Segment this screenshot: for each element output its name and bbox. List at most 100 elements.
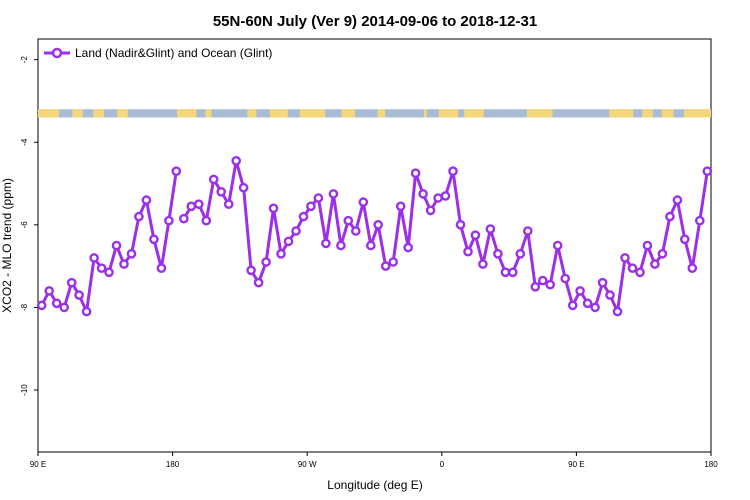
data-point xyxy=(552,240,563,251)
series-layer xyxy=(36,155,713,317)
y-tick-label: -2 xyxy=(20,56,29,64)
data-point xyxy=(665,211,675,222)
y-tick-label: -6 xyxy=(20,221,29,229)
data-point xyxy=(695,215,705,226)
data-point xyxy=(440,191,451,201)
data-point xyxy=(575,286,585,296)
data-point xyxy=(650,259,660,269)
y-tick-label: -4 xyxy=(20,138,29,146)
x-tick-label: 0 xyxy=(440,460,445,469)
data-point xyxy=(96,263,107,274)
land-segment xyxy=(72,109,83,118)
land-segment xyxy=(423,109,427,118)
data-point xyxy=(306,201,316,212)
legend-marker-swatch xyxy=(51,47,63,59)
data-point xyxy=(455,219,466,230)
data-point xyxy=(328,189,339,199)
land-segment xyxy=(117,109,128,118)
data-point xyxy=(395,201,406,212)
data-point xyxy=(350,226,361,236)
data-point xyxy=(493,248,503,259)
x-tick-label: 90 W xyxy=(298,460,317,469)
data-point xyxy=(59,302,69,313)
y-tick-label: -8 xyxy=(20,303,29,311)
data-point xyxy=(590,302,600,313)
data-point xyxy=(530,281,541,292)
data-point xyxy=(478,259,488,269)
data-point xyxy=(134,211,144,222)
data-point xyxy=(313,193,324,203)
data-point xyxy=(582,298,593,309)
y-axis: -2 -4 -6 -8 -10 xyxy=(20,56,38,396)
data-point xyxy=(418,189,428,199)
data-point xyxy=(410,168,421,178)
data-point xyxy=(642,240,653,251)
data-point xyxy=(605,290,615,300)
x-tick-label: 180 xyxy=(166,460,180,469)
chart-title: 55N-60N July (Ver 9) 2014-09-06 to 2018-… xyxy=(213,13,537,30)
data-point xyxy=(485,224,496,234)
y-tick-label: -10 xyxy=(20,384,29,396)
land-segment xyxy=(438,109,459,118)
data-point xyxy=(156,263,167,274)
data-point xyxy=(470,230,481,240)
ocean-band xyxy=(38,109,711,118)
land-segment xyxy=(299,109,326,118)
data-point xyxy=(515,248,526,259)
data-point xyxy=(231,155,241,166)
data-point xyxy=(81,306,92,317)
data-point xyxy=(201,215,212,226)
land-segment xyxy=(93,109,104,118)
data-point xyxy=(597,277,608,288)
x-axis: 90 E 180 90 W 0 90 E 180 xyxy=(30,452,718,469)
data-point xyxy=(388,257,399,267)
land-segment xyxy=(38,109,59,118)
data-point xyxy=(74,290,84,300)
data-point xyxy=(89,253,99,263)
data-point xyxy=(276,248,286,259)
data-point xyxy=(36,300,47,311)
y-axis-label: XCO2 - MLO trend (ppm) xyxy=(0,178,14,313)
x-tick-label: 90 E xyxy=(568,460,584,469)
data-point xyxy=(365,240,376,251)
data-point xyxy=(612,306,623,317)
data-point xyxy=(321,238,331,249)
data-point xyxy=(560,273,571,284)
legend: Land (Nadir&Glint) and Ocean (Glint) xyxy=(44,46,272,60)
data-point xyxy=(463,246,473,257)
data-point xyxy=(343,215,354,226)
data-point xyxy=(403,242,414,253)
data-point xyxy=(119,259,129,269)
data-point xyxy=(253,277,264,288)
data-point xyxy=(627,263,638,274)
data-point xyxy=(657,248,668,259)
data-point xyxy=(44,286,55,296)
land-segment xyxy=(247,109,257,118)
data-point xyxy=(164,215,174,226)
data-point xyxy=(186,201,197,212)
data-point xyxy=(373,219,384,230)
data-point xyxy=(425,205,436,216)
land-segment xyxy=(205,109,212,118)
data-point xyxy=(208,174,219,185)
data-point xyxy=(545,279,556,290)
data-point xyxy=(126,248,137,259)
data-point xyxy=(283,236,294,247)
x-tick-label: 180 xyxy=(704,460,718,469)
land-segment xyxy=(661,109,674,118)
data-point xyxy=(687,263,698,274)
data-point xyxy=(178,213,189,224)
land-segment xyxy=(177,109,197,118)
data-point xyxy=(567,300,578,311)
data-point xyxy=(680,234,690,245)
data-point xyxy=(223,199,234,209)
data-point xyxy=(336,240,346,251)
data-point xyxy=(268,203,279,214)
land-ocean-band xyxy=(38,109,711,118)
x-tick-label: 90 E xyxy=(30,460,46,469)
legend-label: Land (Nadir&Glint) and Ocean (Glint) xyxy=(75,46,272,60)
data-point xyxy=(261,257,271,267)
data-point xyxy=(672,195,683,205)
data-point xyxy=(702,166,713,176)
